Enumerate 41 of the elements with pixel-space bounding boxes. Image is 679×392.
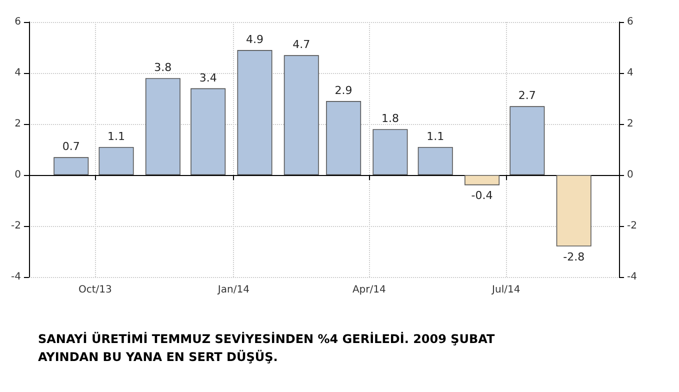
y2-tick-label: -4 xyxy=(627,272,637,282)
data-label: -0.4 xyxy=(471,189,493,202)
y-tick-label: 0 xyxy=(14,170,21,180)
bar xyxy=(510,106,545,175)
y2-tick-label: -2 xyxy=(627,220,637,232)
y-tick-label: 6 xyxy=(14,16,21,28)
bar xyxy=(372,129,408,175)
data-label: 1.1 xyxy=(108,130,126,143)
data-label: 3.4 xyxy=(199,71,217,84)
data-label: 3.8 xyxy=(154,61,172,74)
y-tick-label: -2 xyxy=(10,220,21,232)
y-tick-label: 4 xyxy=(14,68,21,78)
bar xyxy=(556,175,592,246)
bar xyxy=(98,146,134,175)
data-label: 4.9 xyxy=(246,33,264,46)
bar xyxy=(54,157,89,175)
bar xyxy=(418,146,453,175)
bar xyxy=(326,101,362,175)
data-label: 0.7 xyxy=(62,140,80,154)
text: SANAYİ ÜRETİMİ TEMMUZ SEVİYESİNDEN %4 GERİLEDİ. 2009 ŞUBAT AYINDAN BU YANA EN SERT DÜŞÜŞ. xyxy=(38,331,499,364)
bar xyxy=(464,175,500,186)
data-label: 4.7 xyxy=(292,38,310,52)
x-tick-label: Oct/13 xyxy=(78,284,112,296)
x-tick-label: Apr/14 xyxy=(352,284,386,296)
x-tick-label: Jan/14 xyxy=(216,284,250,296)
bar xyxy=(284,55,319,175)
y-tick-label: 2 xyxy=(14,118,21,130)
y2-tick-label: 6 xyxy=(627,16,634,28)
data-label: 1.8 xyxy=(381,112,399,126)
data-label: -2.8 xyxy=(563,250,585,264)
bar xyxy=(145,78,180,175)
bar xyxy=(237,50,272,175)
y2-tick-label: 2 xyxy=(627,118,634,130)
y-tick-label: -4 xyxy=(10,272,21,282)
y2-tick-label: 0 xyxy=(627,170,634,180)
x-tick-label: Jul/14 xyxy=(491,284,520,296)
data-label: 2.7 xyxy=(518,89,536,102)
data-label: 2.9 xyxy=(334,84,352,98)
y2-tick-label: 4 xyxy=(627,68,634,78)
data-label: 1.1 xyxy=(426,130,444,143)
bar xyxy=(190,88,226,175)
